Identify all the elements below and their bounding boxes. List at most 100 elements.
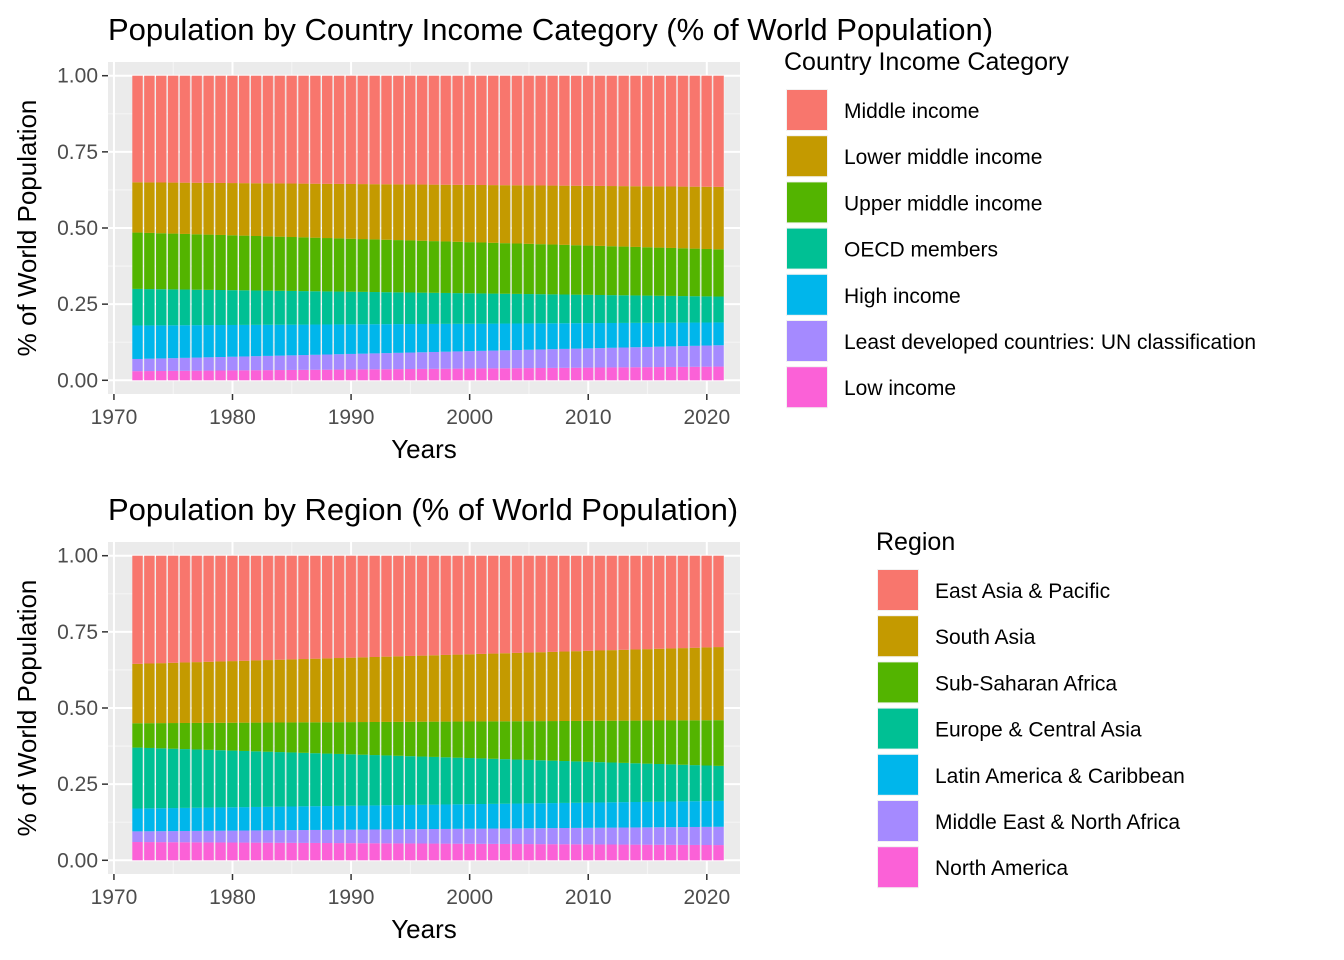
region-bar-segment <box>405 655 416 722</box>
region-bar-segment <box>286 830 298 843</box>
income-bar-segment <box>559 348 570 368</box>
region-bar-segment <box>689 826 701 845</box>
region-bar-segment <box>227 555 238 662</box>
region-bar-segment <box>440 555 452 655</box>
income-bar-segment <box>428 351 440 369</box>
income-bar-segment <box>523 323 535 350</box>
income-bar-segment <box>488 242 499 294</box>
income-bar-segment <box>476 293 487 324</box>
income-bar-segment <box>322 354 333 370</box>
region-bar-segment <box>488 803 499 829</box>
region-bar-segment <box>642 827 653 845</box>
region-bar-segment <box>179 807 191 831</box>
income-bar-segment <box>594 323 606 349</box>
income-bar-segment <box>179 357 191 371</box>
income-bar-segment <box>239 356 250 371</box>
income-y-tick-label: 0.50 <box>57 217 98 240</box>
region-bar-segment <box>511 759 523 804</box>
income-bar-segment <box>606 295 618 323</box>
income-bar-segment <box>381 292 392 325</box>
income-bar-segment <box>594 185 606 246</box>
income-bar-segment <box>464 323 475 352</box>
region-bar-segment <box>191 555 203 663</box>
region-bar-segment <box>535 844 547 861</box>
income-bar-segment <box>191 370 203 381</box>
region-legend-swatch <box>878 847 918 888</box>
income-bar-segment <box>333 183 345 239</box>
income-bar-segment <box>156 233 167 290</box>
region-bar-segment <box>345 829 357 844</box>
region-bar-segment <box>701 845 713 861</box>
income-x-tick-label: 1990 <box>328 406 375 429</box>
income-bar-segment <box>606 322 618 348</box>
region-bar-segment <box>250 806 262 831</box>
income-y-tick-label: 1.00 <box>57 65 98 88</box>
region-bar-segment <box>606 720 618 763</box>
income-bar-segment <box>701 248 713 297</box>
region-bar-segment <box>476 721 487 759</box>
region-bar-segment <box>606 555 618 651</box>
region-bar-segment <box>156 808 167 832</box>
income-bar-segment <box>618 347 630 368</box>
income-bar-segment <box>156 182 167 234</box>
region-bar-segment <box>262 830 274 843</box>
income-bar-segment <box>274 290 286 325</box>
region-bar-segment <box>227 661 238 723</box>
income-bar-segment <box>369 292 381 325</box>
income-bar-segment <box>440 351 452 369</box>
income-bar-segment <box>630 347 641 368</box>
income-bar-segment <box>239 235 250 291</box>
region-bar-segment <box>322 658 333 723</box>
region-bar-segment <box>559 761 570 803</box>
region-bar-segment <box>179 749 191 808</box>
region-bar-segment <box>559 802 570 829</box>
region-bar-segment <box>594 844 606 861</box>
income-bar-segment <box>511 323 523 351</box>
region-bar-segment <box>654 764 665 802</box>
income-legend-swatch <box>787 367 827 408</box>
region-bar-segment <box>239 807 250 831</box>
region-bar-segment <box>440 804 452 829</box>
income-bar-segment <box>286 75 298 184</box>
income-legend-entry: OECD members <box>844 239 998 262</box>
region-bar-segment <box>713 720 724 766</box>
income-bar-segment <box>250 356 262 371</box>
region-bar-segment <box>677 827 689 845</box>
region-bar-segment <box>571 802 582 828</box>
region-legend-swatch <box>878 801 918 841</box>
region-legend-entry: Middle East & North Africa <box>935 811 1180 834</box>
region-bar-segment <box>144 555 155 664</box>
region-bar-segment <box>357 805 369 830</box>
income-bar-segment <box>239 290 250 325</box>
region-bar-segment <box>476 843 487 861</box>
region-bar-segment <box>701 720 713 766</box>
income-bar-segment <box>535 367 547 381</box>
income-bar-segment <box>262 324 274 356</box>
region-bar-segment <box>488 653 499 722</box>
income-bar-segment <box>523 349 535 369</box>
income-bar-segment <box>310 369 321 381</box>
income-bar-segment <box>357 184 369 240</box>
income-bar-segment <box>428 292 440 324</box>
income-bar-segment <box>322 369 333 381</box>
region-legend-swatch <box>878 616 918 657</box>
income-bar-segment <box>464 368 475 381</box>
income-bar-segment <box>262 355 274 371</box>
income-bar-segment <box>594 367 606 381</box>
income-bar-segment <box>452 351 464 369</box>
region-bar-segment <box>571 651 582 721</box>
region-bar-segment <box>594 720 606 763</box>
region-bar-segment <box>654 827 665 845</box>
income-bar-segment <box>310 183 321 238</box>
income-y-axis-label: % of World Population <box>12 100 42 357</box>
region-bar-segment <box>203 807 215 831</box>
region-legend-swatch <box>878 570 918 610</box>
region-legend-entry: Sub-Saharan Africa <box>935 672 1117 695</box>
region-bar-segment <box>630 649 641 721</box>
region-bar-segment <box>499 555 511 654</box>
income-bar-segment <box>167 289 179 326</box>
region-bar-segment <box>535 555 547 653</box>
income-bar-segment <box>476 368 487 381</box>
region-bar-segment <box>215 722 226 751</box>
region-bar-segment <box>274 722 286 753</box>
